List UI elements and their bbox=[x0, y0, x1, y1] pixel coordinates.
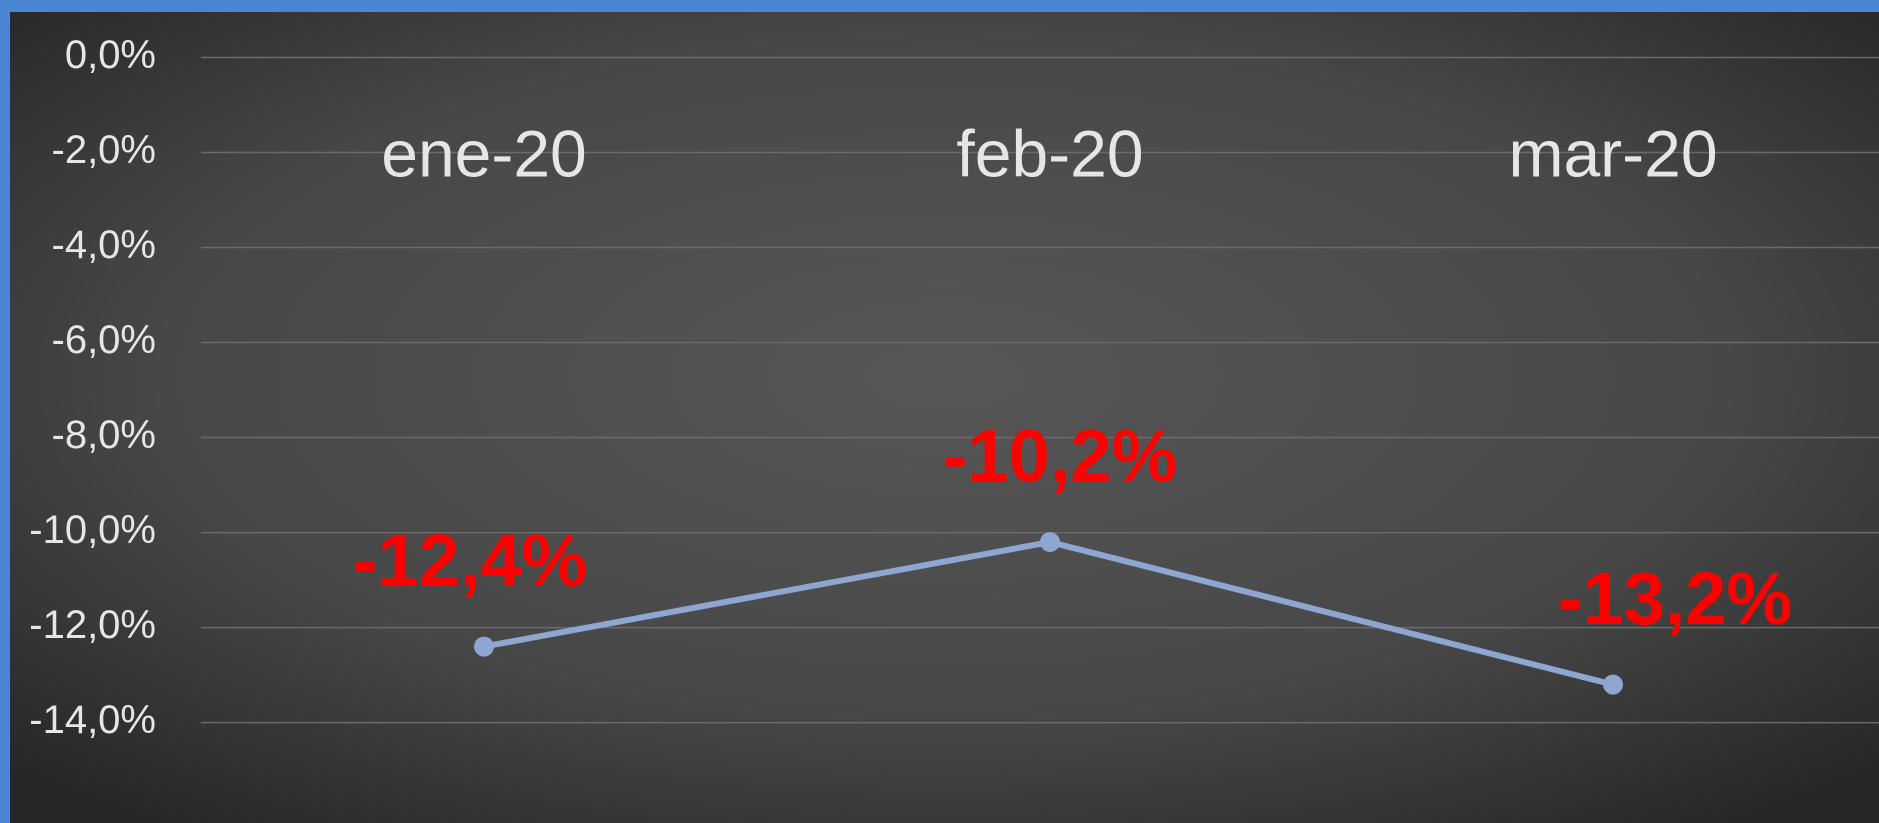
plot-background bbox=[10, 12, 1879, 823]
marker bbox=[1040, 532, 1060, 553]
y-tick-label: -10,0% bbox=[29, 508, 156, 552]
x-tick-label: mar-20 bbox=[1508, 116, 1717, 190]
y-tick-label: -8,0% bbox=[52, 413, 157, 457]
marker bbox=[474, 636, 494, 657]
y-tick-label: -12,0% bbox=[29, 603, 156, 647]
y-tick-label: 0,0% bbox=[65, 33, 156, 77]
y-tick-label: -4,0% bbox=[52, 223, 157, 267]
data-label: -10,2% bbox=[943, 415, 1177, 498]
y-tick-label: -6,0% bbox=[52, 318, 157, 362]
x-tick-label: ene-20 bbox=[381, 116, 587, 190]
x-tick-label: feb-20 bbox=[956, 116, 1143, 190]
marker bbox=[1603, 674, 1623, 695]
data-label: -12,4% bbox=[353, 519, 587, 602]
data-label: -13,2% bbox=[1558, 557, 1792, 640]
y-tick-label: -2,0% bbox=[52, 128, 157, 172]
y-tick-label: -14,0% bbox=[29, 698, 156, 742]
